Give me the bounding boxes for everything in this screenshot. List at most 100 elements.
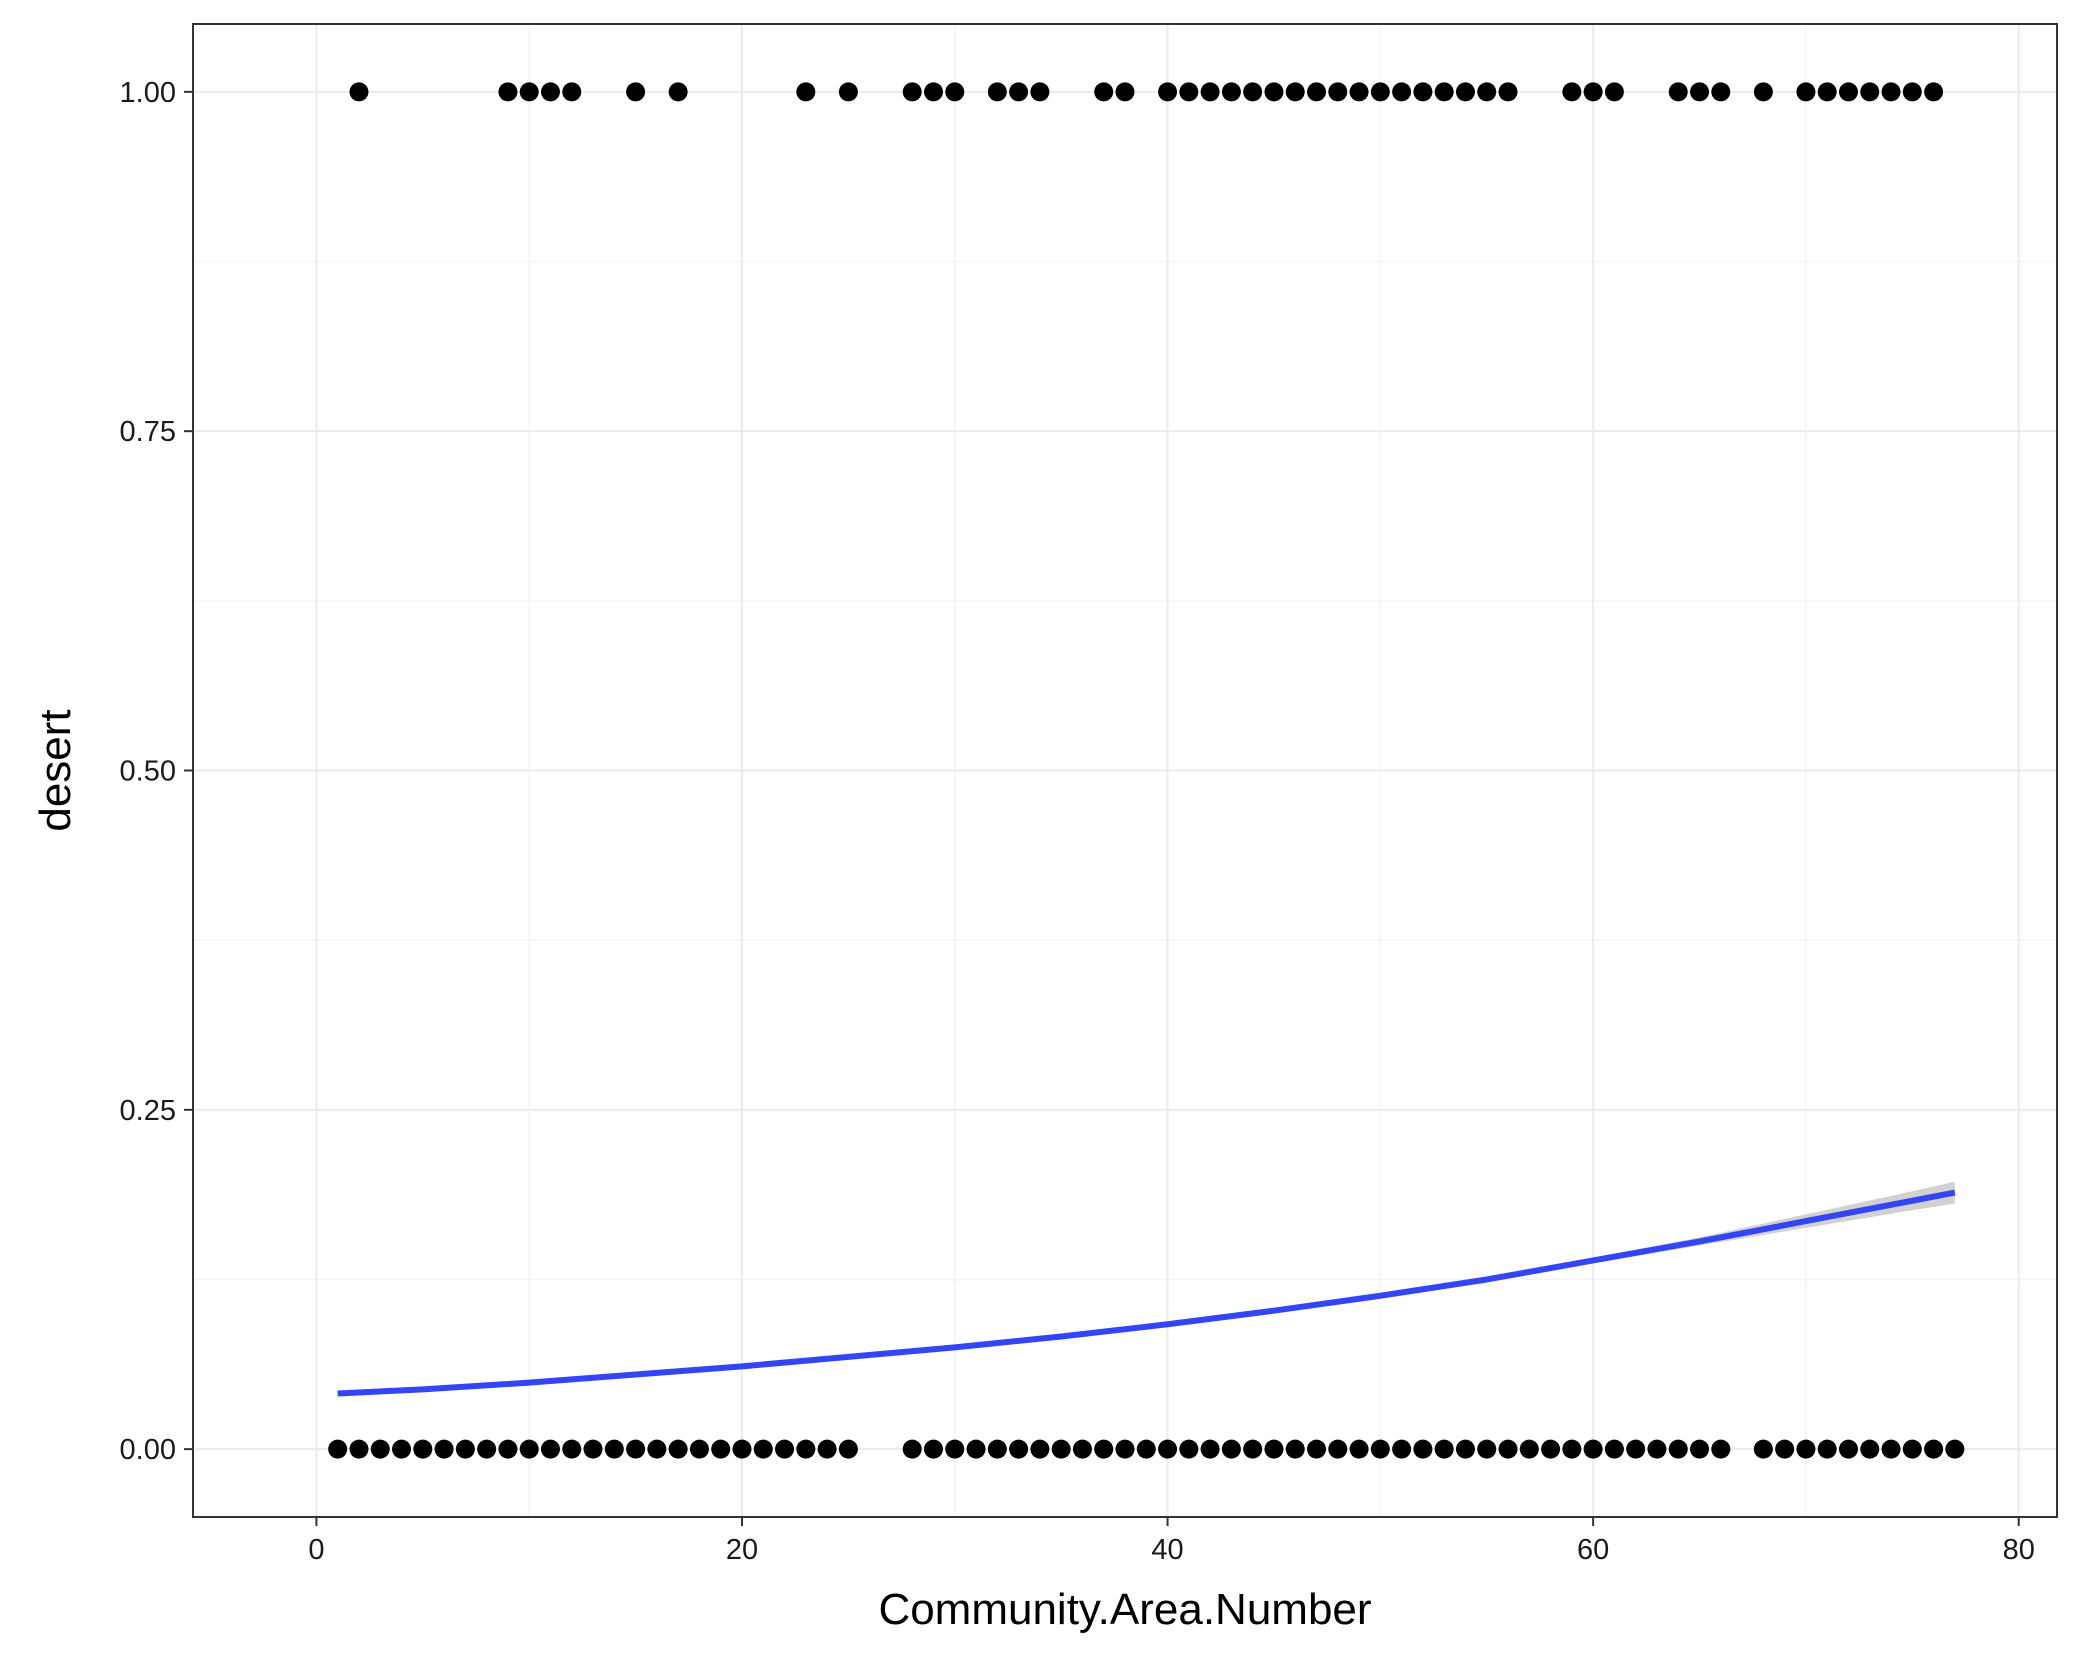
data-point-desert-1 bbox=[945, 82, 965, 102]
data-point-desert-1 bbox=[1094, 82, 1114, 102]
data-point-desert-0 bbox=[753, 1439, 773, 1459]
data-point-desert-0 bbox=[1626, 1439, 1646, 1459]
data-point-desert-0 bbox=[1860, 1439, 1880, 1459]
data-point-desert-0 bbox=[711, 1439, 731, 1459]
data-point-desert-1 bbox=[349, 82, 369, 102]
data-point-desert-0 bbox=[966, 1439, 986, 1459]
data-point-desert-0 bbox=[1711, 1439, 1731, 1459]
data-point-desert-1 bbox=[838, 82, 858, 102]
data-point-desert-0 bbox=[1051, 1439, 1071, 1459]
data-point-desert-1 bbox=[1221, 82, 1241, 102]
data-point-desert-1 bbox=[540, 82, 560, 102]
data-point-desert-1 bbox=[668, 82, 688, 102]
data-point-desert-1 bbox=[1307, 82, 1327, 102]
data-point-desert-1 bbox=[1455, 82, 1475, 102]
data-point-desert-1 bbox=[1753, 82, 1773, 102]
data-point-desert-0 bbox=[1307, 1439, 1327, 1459]
y-tick-label: 0.00 bbox=[120, 1434, 176, 1466]
data-point-desert-0 bbox=[1179, 1439, 1199, 1459]
data-point-desert-0 bbox=[1541, 1439, 1561, 1459]
x-tick-label: 80 bbox=[2003, 1534, 2035, 1566]
x-tick-label: 40 bbox=[1151, 1534, 1183, 1566]
fit-line bbox=[337, 1189, 1956, 1397]
data-point-desert-1 bbox=[1583, 82, 1603, 102]
x-tick-label: 20 bbox=[726, 1534, 758, 1566]
data-point-desert-0 bbox=[1902, 1439, 1922, 1459]
data-point-desert-0 bbox=[1392, 1439, 1412, 1459]
data-point-desert-0 bbox=[647, 1439, 667, 1459]
data-point-desert-1 bbox=[1392, 82, 1412, 102]
y-axis: 0.00 0.25 0.50 0.75 1.00 bbox=[120, 77, 193, 1466]
data-point-desert-1 bbox=[1285, 82, 1305, 102]
data-point-desert-1 bbox=[1115, 82, 1135, 102]
x-tick-label: 60 bbox=[1577, 1534, 1609, 1566]
data-point-desert-1 bbox=[902, 82, 922, 102]
data-point-desert-0 bbox=[1455, 1439, 1475, 1459]
data-point-desert-0 bbox=[328, 1439, 348, 1459]
data-point-desert-0 bbox=[1009, 1439, 1029, 1459]
data-point-desert-1 bbox=[1434, 82, 1454, 102]
data-point-desert-0 bbox=[902, 1439, 922, 1459]
data-point-desert-0 bbox=[434, 1439, 454, 1459]
data-point-desert-0 bbox=[945, 1439, 965, 1459]
data-point-desert-0 bbox=[1030, 1439, 1050, 1459]
data-point-desert-1 bbox=[1817, 82, 1837, 102]
data-point-desert-0 bbox=[1604, 1439, 1624, 1459]
data-point-desert-1 bbox=[1200, 82, 1220, 102]
data-point-desert-1 bbox=[1668, 82, 1688, 102]
points-layer bbox=[328, 82, 1965, 1459]
data-point-desert-0 bbox=[392, 1439, 412, 1459]
data-point-desert-1 bbox=[1881, 82, 1901, 102]
data-point-desert-1 bbox=[626, 82, 646, 102]
data-point-desert-0 bbox=[1668, 1439, 1688, 1459]
data-point-desert-0 bbox=[1370, 1439, 1390, 1459]
data-point-desert-1 bbox=[1860, 82, 1880, 102]
data-point-desert-1 bbox=[519, 82, 539, 102]
data-point-desert-0 bbox=[1753, 1439, 1773, 1459]
data-point-desert-1 bbox=[498, 82, 518, 102]
data-point-desert-0 bbox=[1094, 1439, 1114, 1459]
data-point-desert-0 bbox=[1328, 1439, 1348, 1459]
data-point-desert-0 bbox=[1690, 1439, 1710, 1459]
data-point-desert-0 bbox=[1243, 1439, 1263, 1459]
x-axis: 0 20 40 60 80 bbox=[308, 1517, 2035, 1566]
y-axis-title: desert bbox=[31, 709, 80, 831]
data-point-desert-0 bbox=[626, 1439, 646, 1459]
data-point-desert-0 bbox=[498, 1439, 518, 1459]
data-point-desert-0 bbox=[413, 1439, 433, 1459]
data-point-desert-1 bbox=[1711, 82, 1731, 102]
data-point-desert-0 bbox=[1158, 1439, 1178, 1459]
data-point-desert-0 bbox=[1924, 1439, 1944, 1459]
data-point-desert-1 bbox=[1796, 82, 1816, 102]
data-point-desert-0 bbox=[583, 1439, 603, 1459]
data-point-desert-0 bbox=[349, 1439, 369, 1459]
data-point-desert-0 bbox=[796, 1439, 816, 1459]
data-point-desert-0 bbox=[838, 1439, 858, 1459]
data-point-desert-0 bbox=[1647, 1439, 1667, 1459]
data-point-desert-0 bbox=[1136, 1439, 1156, 1459]
data-point-desert-0 bbox=[370, 1439, 390, 1459]
data-point-desert-1 bbox=[1413, 82, 1433, 102]
data-point-desert-1 bbox=[923, 82, 943, 102]
y-tick-label: 0.25 bbox=[120, 1095, 176, 1127]
x-tick-label: 0 bbox=[308, 1534, 324, 1566]
data-point-desert-0 bbox=[1264, 1439, 1284, 1459]
data-point-desert-1 bbox=[1838, 82, 1858, 102]
y-tick-label: 0.50 bbox=[120, 756, 176, 788]
data-point-desert-1 bbox=[1349, 82, 1369, 102]
grid-minor bbox=[193, 24, 2057, 1517]
data-point-desert-0 bbox=[689, 1439, 709, 1459]
data-point-desert-0 bbox=[1498, 1439, 1518, 1459]
data-point-desert-1 bbox=[562, 82, 582, 102]
data-point-desert-0 bbox=[987, 1439, 1007, 1459]
data-point-desert-0 bbox=[1881, 1439, 1901, 1459]
fit-line-layer bbox=[337, 1189, 1956, 1397]
data-point-desert-0 bbox=[604, 1439, 624, 1459]
data-point-desert-0 bbox=[1477, 1439, 1497, 1459]
data-point-desert-0 bbox=[1413, 1439, 1433, 1459]
data-point-desert-0 bbox=[1562, 1439, 1582, 1459]
data-point-desert-0 bbox=[817, 1439, 837, 1459]
data-point-desert-1 bbox=[1370, 82, 1390, 102]
